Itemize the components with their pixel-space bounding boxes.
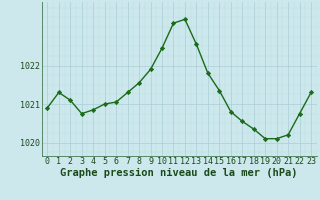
X-axis label: Graphe pression niveau de la mer (hPa): Graphe pression niveau de la mer (hPa) — [60, 168, 298, 178]
